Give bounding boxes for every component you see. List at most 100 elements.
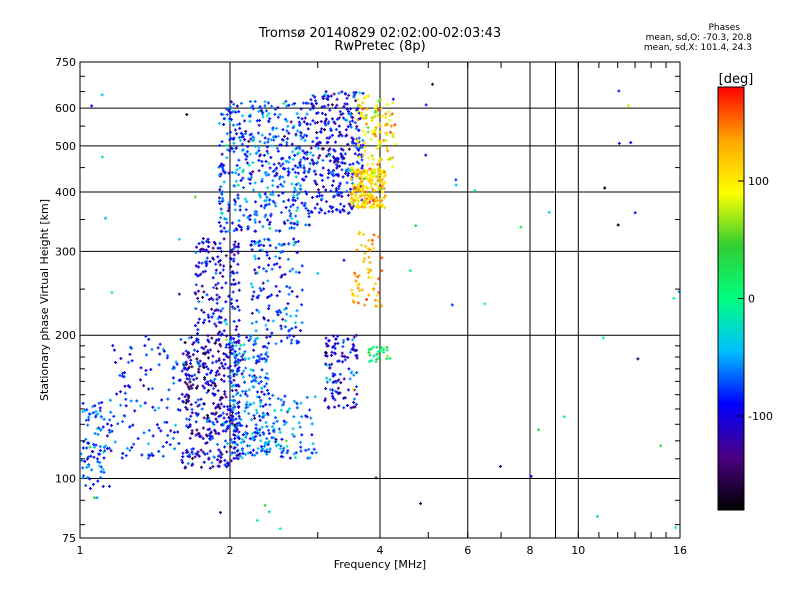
data-point [300, 321, 304, 325]
data-point [228, 130, 232, 134]
data-point [352, 95, 356, 99]
data-point [256, 131, 260, 135]
data-point [368, 167, 372, 171]
data-point [225, 156, 229, 160]
data-point [280, 451, 284, 455]
data-point [189, 358, 193, 362]
data-point [215, 420, 219, 424]
data-point [252, 378, 256, 382]
data-point [245, 150, 249, 154]
data-point [308, 108, 312, 112]
data-point [340, 168, 344, 172]
data-point [324, 113, 328, 117]
data-point [196, 274, 200, 278]
data-point [237, 318, 241, 322]
data-point [232, 150, 236, 154]
data-point [298, 160, 302, 164]
data-point [260, 177, 264, 181]
data-point [257, 109, 261, 113]
data-point [193, 373, 197, 377]
data-point [216, 317, 220, 321]
data-point [305, 112, 309, 116]
data-point [174, 423, 178, 427]
data-point [191, 456, 195, 460]
data-point [287, 198, 291, 202]
data-point [328, 147, 332, 151]
data-point [285, 119, 289, 123]
data-point [267, 307, 271, 311]
data-point [100, 93, 104, 97]
data-point [331, 372, 335, 376]
y-axis-label: Stationary phase Virtual Height [km] [38, 199, 51, 401]
data-point [206, 415, 210, 419]
data-point [198, 435, 202, 439]
data-point [217, 404, 221, 408]
data-point [275, 419, 279, 423]
data-point [124, 397, 128, 401]
data-point [262, 432, 266, 436]
data-point [254, 200, 258, 204]
data-point [286, 302, 290, 306]
data-point [259, 204, 263, 208]
data-point [280, 244, 284, 248]
data-point [279, 182, 283, 186]
data-point [261, 345, 265, 349]
data-point [290, 217, 294, 221]
data-point [139, 378, 143, 382]
data-point [199, 397, 203, 401]
data-point [340, 90, 344, 94]
data-point [356, 171, 360, 175]
data-point [220, 140, 224, 144]
data-point [354, 99, 358, 103]
data-point [268, 132, 272, 136]
data-point [228, 138, 232, 142]
data-point [186, 450, 190, 454]
data-point [313, 206, 317, 210]
data-point [345, 118, 349, 122]
data-point [366, 201, 370, 205]
data-point [233, 240, 237, 244]
data-point [337, 404, 341, 408]
data-point [258, 193, 262, 197]
data-point [234, 227, 238, 231]
data-point [205, 452, 209, 456]
data-point [197, 242, 201, 246]
data-point [299, 329, 303, 333]
data-point [361, 193, 365, 197]
data-point [216, 246, 220, 250]
data-point [345, 403, 349, 407]
data-point [450, 303, 454, 307]
data-point [288, 456, 292, 460]
y-tick-label: 100 [55, 473, 76, 486]
data-point [222, 374, 226, 378]
data-point [271, 179, 275, 183]
data-point [206, 245, 210, 249]
data-point [108, 418, 112, 422]
data-point [361, 107, 365, 111]
data-point [235, 271, 239, 275]
data-point [297, 270, 301, 274]
data-point [177, 292, 181, 296]
data-point [342, 377, 346, 381]
data-point [353, 185, 357, 189]
data-point [323, 128, 327, 132]
data-point [369, 347, 373, 351]
data-point [282, 242, 286, 246]
data-point [101, 467, 105, 471]
data-point [277, 427, 281, 431]
data-point [233, 433, 237, 437]
data-point [384, 115, 388, 119]
data-point [228, 398, 232, 402]
data-point [243, 152, 247, 156]
data-point [291, 198, 295, 202]
data-point [336, 386, 340, 390]
data-point [206, 250, 210, 254]
y-tick-label: 500 [55, 140, 76, 153]
data-point [250, 321, 254, 325]
data-point [224, 230, 228, 234]
data-point [196, 450, 200, 454]
data-point [201, 426, 205, 430]
data-point [201, 295, 205, 299]
data-point [393, 123, 397, 127]
data-point [236, 457, 240, 461]
